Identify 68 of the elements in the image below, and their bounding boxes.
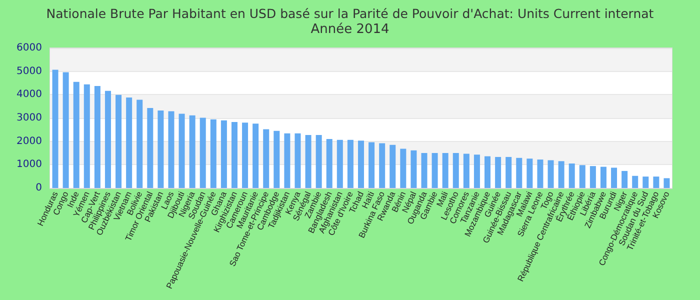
bar: [294, 133, 301, 188]
bar: [432, 153, 438, 188]
bar: [305, 135, 312, 188]
bar: [590, 166, 596, 188]
bar: [622, 170, 628, 188]
bar: [495, 156, 502, 188]
bar: [231, 122, 238, 188]
bar: [442, 153, 448, 188]
bar: [284, 133, 290, 188]
bar: [358, 140, 364, 188]
bar: [537, 160, 544, 188]
bar: [611, 168, 618, 188]
bar: [200, 118, 206, 188]
bar: [263, 129, 270, 188]
bar: [178, 114, 185, 188]
bar: [242, 122, 248, 188]
y-tick-label: 1000: [16, 159, 42, 170]
chart-subtitle: Année 2014: [310, 22, 390, 37]
bar: [189, 115, 196, 188]
y-tick-label: 5000: [16, 66, 42, 77]
bar: [410, 150, 417, 188]
bar: [252, 124, 259, 188]
bar: [484, 156, 491, 188]
y-tick-label: 2000: [16, 136, 42, 147]
bar: [632, 176, 638, 188]
bar: [390, 144, 396, 188]
bar: [52, 70, 58, 188]
bar: [400, 148, 406, 188]
bar: [326, 139, 332, 188]
bar: [664, 178, 670, 188]
bar: [526, 158, 533, 188]
bar: [368, 142, 375, 188]
bar: [126, 97, 132, 188]
bar: [516, 158, 522, 188]
bar: [62, 72, 69, 188]
bar: [579, 165, 586, 188]
bar: [94, 86, 100, 188]
bar: [642, 176, 649, 188]
bar: [568, 164, 575, 188]
bar: [336, 140, 343, 188]
y-tick-label: 6000: [16, 42, 42, 54]
bar: [116, 94, 122, 188]
bar: [653, 176, 660, 188]
bar: [274, 130, 280, 188]
bar: [158, 110, 164, 188]
bar: [316, 135, 322, 188]
chart-title: Nationale Brute Par Habitant en USD basé sur la Parité de Pouvoir d'Achat: Units Current internat: [46, 6, 654, 21]
bar: [379, 143, 386, 188]
bar: [558, 161, 564, 188]
bar: [463, 154, 470, 188]
bar: [452, 153, 459, 188]
bar: [548, 160, 554, 188]
bar: [84, 84, 90, 188]
y-tick-label: 4000: [16, 89, 42, 100]
bar: [104, 90, 111, 188]
bar: [421, 153, 428, 188]
bar: [210, 119, 216, 188]
bar: [136, 100, 143, 188]
y-tick-label: 0: [36, 182, 42, 194]
bar: [168, 111, 174, 188]
bar: [147, 108, 154, 188]
bar: [347, 140, 354, 188]
y-tick-label: 3000: [16, 112, 42, 124]
bar: [600, 166, 606, 188]
bar: [73, 82, 80, 188]
bar: [220, 120, 227, 188]
bar: [474, 154, 480, 188]
bar: [506, 156, 512, 188]
